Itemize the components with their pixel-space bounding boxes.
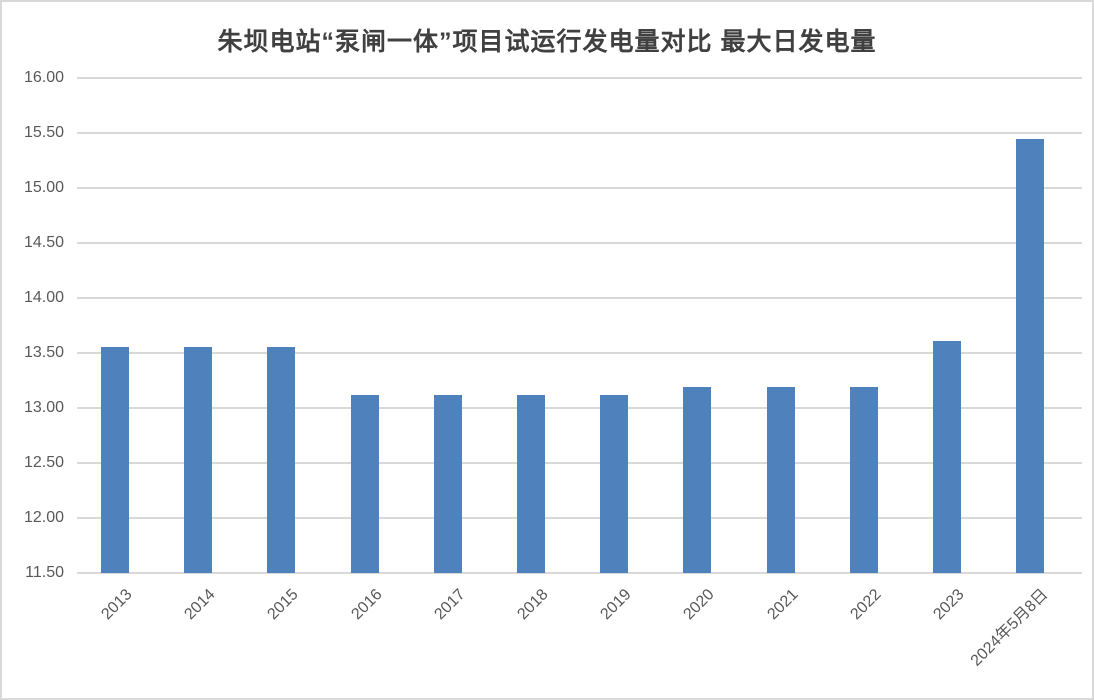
chart-title: 朱坝电站“泵闸一体”项目试运行发电量对比 最大日发电量 xyxy=(217,28,877,56)
x-axis-tick-label: 2020 xyxy=(680,586,719,624)
gridline xyxy=(77,132,1082,134)
x-axis-tick-label: 2019 xyxy=(597,586,636,624)
gridline xyxy=(77,352,1082,354)
gridline xyxy=(77,242,1082,244)
y-axis-tick-label: 14.50 xyxy=(23,234,64,251)
bar-2020 xyxy=(683,387,711,573)
y-axis-tick-label: 12.00 xyxy=(23,509,64,526)
x-axis-tick-label: 2024年5月8日 xyxy=(967,586,1052,670)
x-axis-tick-label: 2014 xyxy=(181,586,220,624)
y-axis-tick-label: 11.50 xyxy=(25,564,64,581)
x-axis-tick-label: 2015 xyxy=(264,586,303,624)
gridline xyxy=(77,187,1082,189)
y-axis-tick-label: 12.50 xyxy=(23,454,64,471)
y-axis-tick-label: 16.00 xyxy=(23,69,64,86)
bar-2023 xyxy=(933,341,961,573)
bar-2015 xyxy=(267,347,295,573)
x-axis-tick-label: 2017 xyxy=(431,586,470,624)
bar-2024年5月8日 xyxy=(1016,139,1044,573)
y-axis-tick-label: 14.00 xyxy=(23,289,64,306)
y-axis-tick-label: 15.50 xyxy=(23,124,64,141)
gridline xyxy=(77,77,1082,79)
bar-2021 xyxy=(767,387,795,573)
gridline xyxy=(77,517,1082,519)
y-axis-tick-label: 13.50 xyxy=(23,344,64,361)
y-axis-tick-label: 13.00 xyxy=(23,399,64,416)
x-axis-tick-label: 2022 xyxy=(847,586,886,624)
bar-2017 xyxy=(434,395,462,573)
x-axis-tick-label: 2013 xyxy=(98,586,137,624)
bar-2018 xyxy=(517,395,545,573)
x-axis-tick-label: 2021 xyxy=(764,586,803,624)
y-axis-tick-label: 15.00 xyxy=(23,179,64,196)
x-axis-tick-label: 2016 xyxy=(348,586,387,624)
gridline xyxy=(77,572,1082,574)
x-axis-tick-label: 2023 xyxy=(930,586,969,624)
bar-2013 xyxy=(101,347,129,573)
gridline xyxy=(77,407,1082,409)
bar-2022 xyxy=(850,387,878,573)
gridline xyxy=(77,297,1082,299)
x-axis-tick-label: 2018 xyxy=(514,586,553,624)
bar-2019 xyxy=(600,395,628,573)
bar-2014 xyxy=(184,347,212,573)
gridline xyxy=(77,462,1082,464)
bar-2016 xyxy=(351,395,379,573)
